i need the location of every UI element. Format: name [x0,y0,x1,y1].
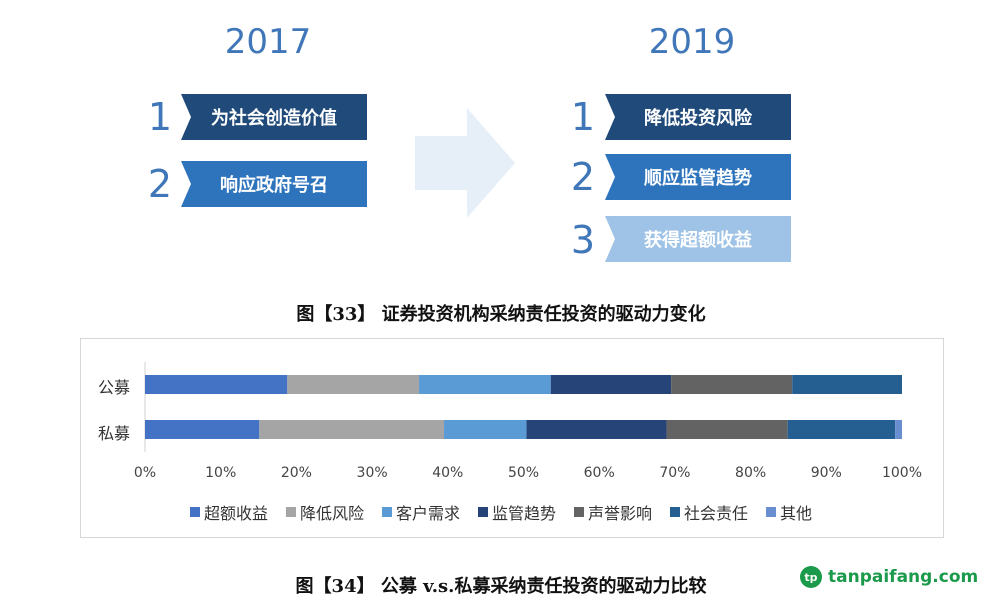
legend-item: 其他 [766,500,812,524]
legend-swatch [574,507,584,517]
legend-swatch [381,507,392,517]
left-year: 2017 [224,22,312,62]
x-tick-label: 90% [810,465,842,481]
bar-segment [526,420,667,439]
bar-segment [145,375,288,394]
right-item-box: 降低投资风险 [605,94,791,140]
right-item-label: 顺应监管趋势 [644,168,752,189]
legend-item: 监管趋势 [477,500,556,524]
legend-item: 降低风险 [285,500,364,524]
left-item-label: 为社会创造价值 [211,108,337,129]
x-tick-label: 70% [659,465,691,481]
legend-label: 监管趋势 [491,504,556,523]
bar-segment [666,420,788,439]
category-label: 公募 [97,378,130,397]
legend-label: 客户需求 [395,504,460,523]
legend-item: 社会责任 [670,500,748,524]
left-item-box: 响应政府号召 [181,161,367,207]
bar-segment [287,375,420,394]
bar-segment [792,375,902,394]
legend-swatch [477,507,488,517]
right-item-number: 2 [570,155,596,199]
x-tick-label: 80% [735,465,767,481]
x-tick-label: 60% [583,465,615,481]
category-label: 私募 [97,424,130,443]
bar-segment [259,420,445,439]
bar-segment [419,375,551,394]
left-item-label: 响应政府号召 [220,175,328,196]
x-tick-label: 30% [356,465,388,481]
right-item-label: 降低投资风险 [644,108,752,129]
watermark: tp tanpaifang.com [800,566,978,588]
bar-segment [895,420,902,439]
right-item-label: 获得超额收益 [644,230,752,251]
figure-34-caption: 图【34】 公募 v.s.私募采纳责任投资的驱动力比较 [295,576,707,597]
x-tick-label: 0% [133,465,157,481]
x-tick-label: 10% [205,465,237,481]
legend-swatch [670,507,681,517]
right-item-box: 顺应监管趋势 [605,154,791,200]
legend-label: 声誉影响 [588,504,653,523]
legend-label: 其他 [780,504,813,523]
right-item-box: 获得超额收益 [605,216,791,262]
x-tick-label: 20% [280,465,312,481]
right-year: 2019 [648,22,736,62]
right-item-number: 1 [570,95,596,139]
legend-label: 降低风险 [299,504,364,523]
bar-segment [145,420,260,439]
watermark-text: tanpaifang.com [828,567,979,587]
transition-arrow-icon [415,108,515,218]
bar-segment [550,375,672,394]
left-item-box: 为社会创造价值 [181,94,367,140]
legend-label: 社会责任 [684,504,749,523]
legend-item: 超额收益 [189,500,268,524]
bar-segment [444,420,527,439]
x-tick-label: 100% [881,465,923,481]
chart-frame [80,338,944,538]
left-item-number: 1 [147,95,173,139]
x-tick-label: 50% [507,465,540,481]
chart-legend: 超额收益 降低风险 客户需求 监管趋势 声誉影响 社会责任 其他 [0,500,1002,524]
legend-swatch [766,507,777,517]
legend-swatch [189,507,200,517]
legend-item: 客户需求 [381,500,460,524]
figure-33-caption: 图【33】 证券投资机构采纳责任投资的驱动力变化 [296,304,706,325]
bar-segment [671,375,793,394]
bar-segment [787,420,896,439]
legend-item: 声誉影响 [574,500,652,524]
watermark-logo-icon: tp [800,566,822,588]
left-item-number: 2 [147,162,173,206]
legend-swatch [285,507,296,517]
right-item-number: 3 [570,218,596,262]
legend-label: 超额收益 [203,504,268,523]
x-tick-label: 40% [432,465,464,481]
